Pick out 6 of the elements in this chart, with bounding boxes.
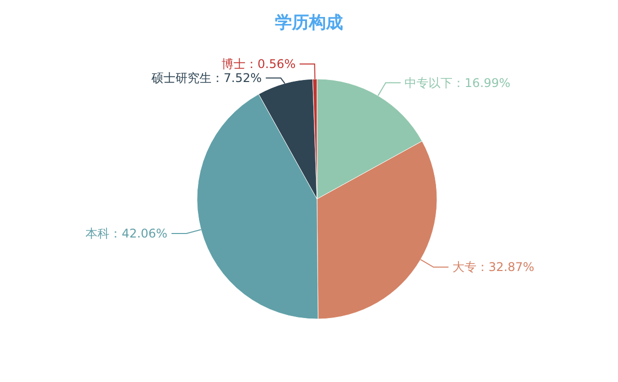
- slice-label: 大专：32.87%: [452, 260, 534, 274]
- chart-title: 学历构成: [275, 13, 343, 33]
- slice-label: 中专以下：16.99%: [404, 76, 510, 90]
- slice-label: 本科：42.06%: [86, 226, 168, 240]
- slice-label: 硕士研究生：7.52%: [150, 71, 262, 86]
- slice-label: 博士：0.56%: [222, 57, 296, 72]
